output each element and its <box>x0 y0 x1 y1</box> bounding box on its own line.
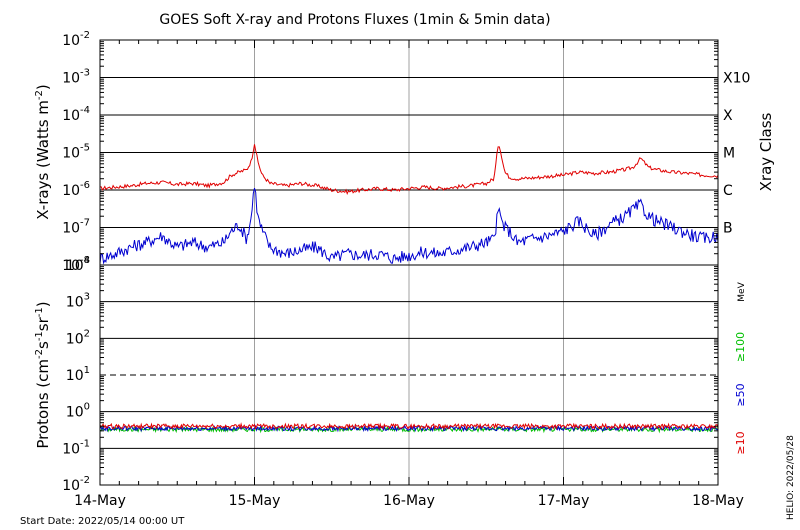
proton-tick-label: 10-1 <box>62 438 90 457</box>
tick-base: 10 <box>62 221 80 237</box>
xray-class-label: B <box>723 221 733 237</box>
proton-y-label-close: ) <box>34 301 52 307</box>
proton-y-axis-label: Protons (cm-2s-1sr-1) <box>34 301 52 448</box>
energy-label: ≥10 <box>734 431 747 454</box>
xray-tick-label: 10-8 <box>62 255 90 274</box>
tick-base: 10 <box>62 108 80 124</box>
xray-class-axis-label: Xray Class <box>757 112 775 191</box>
proton-y-label-mid2: sr <box>34 316 52 331</box>
xray-tick-label: 10-5 <box>62 143 90 162</box>
energy-label: ≥100 <box>734 332 747 362</box>
tick-base: 10 <box>66 368 84 384</box>
tick-exp: 4 <box>84 255 90 266</box>
xray-class-label: X <box>723 108 733 124</box>
tick-base: 10 <box>62 71 80 87</box>
x-tick-label: 14-May <box>74 493 126 509</box>
xray-series <box>99 144 719 265</box>
tick-exp: -7 <box>80 218 90 229</box>
tick-base: 10 <box>62 478 80 494</box>
xray-y-label-sup: -2 <box>34 90 45 100</box>
proton-y-label-main: Protons (cm <box>34 359 52 449</box>
proton-tick-label: 102 <box>66 328 90 347</box>
tick-exp: -4 <box>80 105 90 116</box>
helio-credit: HELIO: 2022/05/28 <box>786 435 796 520</box>
proton-series-line <box>99 424 719 433</box>
xray-series-line <box>99 144 719 196</box>
tick-exp: 3 <box>84 292 90 303</box>
xray-grid <box>100 40 718 265</box>
xray-tick-label: 10-2 <box>62 30 90 49</box>
xray-tick-label: 10-3 <box>62 68 90 87</box>
proton-y-label-sup1: -2 <box>34 349 45 359</box>
xray-tick-label: 10-4 <box>62 105 90 124</box>
xray-y-ticks: 10-810-710-610-510-410-310-2 <box>62 30 718 274</box>
xray-class-label: M <box>723 146 735 162</box>
xray-y-label-close: ) <box>34 84 52 90</box>
tick-base: 10 <box>66 405 84 421</box>
proton-tick-label: 100 <box>66 402 90 421</box>
tick-exp: -2 <box>80 475 90 486</box>
start-date: Start Date: 2022/05/14 00:00 UT <box>20 516 185 527</box>
tick-exp: -2 <box>80 30 90 41</box>
proton-y-label-sup3: -1 <box>34 307 45 317</box>
tick-base: 10 <box>62 146 80 162</box>
xray-tick-label: 10-6 <box>62 180 90 199</box>
time-x-axis: 14-May 15-May 16-May 17-May 18-May <box>74 40 744 509</box>
tick-base: 10 <box>66 331 84 347</box>
xray-y-label-main: X-rays (Watts m <box>34 100 52 220</box>
proton-y-label-mid1: s <box>34 341 52 349</box>
xray-series-line <box>99 187 719 265</box>
tick-exp: 2 <box>84 328 90 339</box>
xray-tick-label: 10-7 <box>62 218 90 237</box>
tick-base: 10 <box>62 183 80 199</box>
tick-exp: -5 <box>80 143 90 154</box>
proton-y-label-sup2: -1 <box>34 331 45 341</box>
x-tick-label: 16-May <box>383 493 435 509</box>
tick-exp: -6 <box>80 180 90 191</box>
mev-label: MeV <box>737 281 747 301</box>
tick-base: 10 <box>62 258 80 274</box>
tick-base: 10 <box>62 33 80 49</box>
tick-base: 10 <box>66 258 84 274</box>
tick-base: 10 <box>66 295 84 311</box>
x-tick-label: 17-May <box>538 493 590 509</box>
energy-label: ≥50 <box>734 383 747 406</box>
proton-tick-label: 103 <box>66 292 90 311</box>
x-tick-label: 18-May <box>692 493 744 509</box>
chart-title: GOES Soft X-ray and Protons Fluxes (1min… <box>159 12 550 28</box>
x-tick-label: 15-May <box>229 493 281 509</box>
proton-tick-label: 10-2 <box>62 475 90 494</box>
tick-base: 10 <box>62 441 80 457</box>
energy-labels: ≥10 ≥50 ≥100 <box>734 332 747 455</box>
xray-y-axis-label: X-rays (Watts m-2) <box>34 84 52 219</box>
tick-exp: -1 <box>80 438 90 449</box>
xray-class-label: X10 <box>723 71 750 87</box>
tick-exp: 0 <box>84 402 90 413</box>
xray-class-label: C <box>723 183 733 199</box>
proton-tick-label: 101 <box>66 365 90 384</box>
proton-tick-label: 104 <box>66 255 90 274</box>
proton-grid <box>100 265 718 485</box>
proton-series-line <box>99 422 719 431</box>
tick-exp: 1 <box>84 365 90 376</box>
tick-exp: -3 <box>80 68 90 79</box>
xray-class-labels: B C M X X10 <box>723 71 750 237</box>
tick-exp: -8 <box>80 255 90 266</box>
proton-series <box>99 422 719 434</box>
